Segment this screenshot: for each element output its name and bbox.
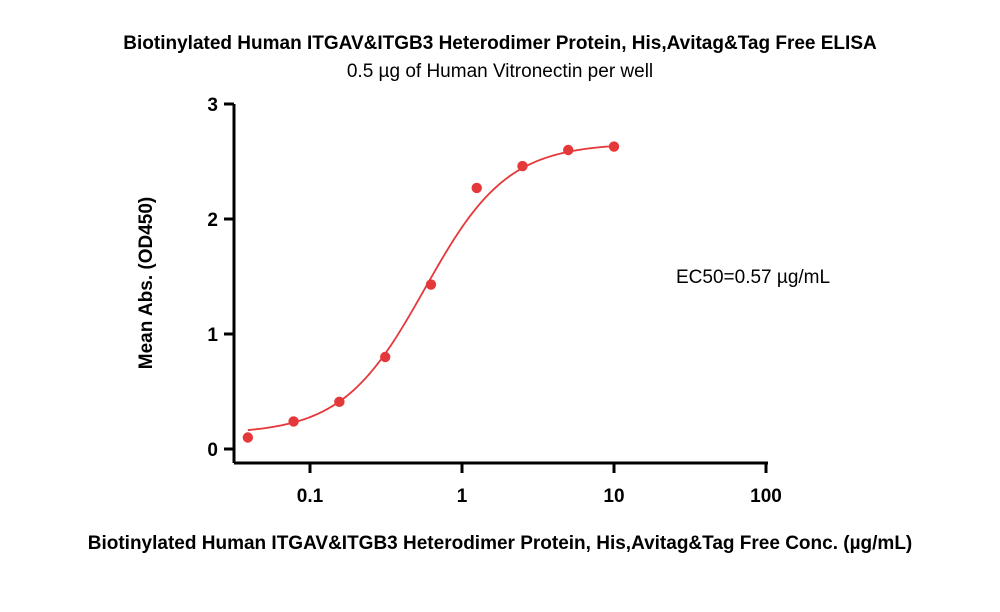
y-tick-label: 1 bbox=[207, 325, 218, 346]
x-tick-label: 0.1 bbox=[297, 486, 324, 507]
chart-title: Biotinylated Human ITGAV&ITGB3 Heterodim… bbox=[123, 33, 877, 54]
data-point bbox=[608, 141, 620, 152]
x-axis: 0.1 1 10 100 bbox=[234, 461, 782, 507]
ec50-annotation: EC50=0.57 µg/mL bbox=[676, 267, 830, 288]
data-point bbox=[471, 182, 482, 194]
data-point bbox=[517, 160, 528, 172]
y-tick-label: 0 bbox=[207, 440, 218, 461]
y-tick-label: 2 bbox=[207, 210, 218, 231]
y-tick-label: 3 bbox=[207, 95, 218, 116]
y-axis: 0 1 2 3 bbox=[207, 95, 236, 463]
fit-curve bbox=[247, 145, 615, 432]
data-points-layer bbox=[242, 141, 620, 443]
data-point bbox=[288, 416, 299, 427]
data-point bbox=[334, 396, 345, 408]
data-point bbox=[242, 432, 254, 443]
chart-subtitle: 0.5 µg of Human Vitronectin per well bbox=[347, 61, 653, 82]
fit-curve-layer bbox=[247, 145, 615, 432]
x-tick-label: 1 bbox=[457, 486, 468, 507]
data-point bbox=[380, 351, 391, 363]
data-point bbox=[425, 279, 437, 290]
y-axis-label: Mean Abs. (OD450) bbox=[136, 197, 157, 369]
data-point bbox=[563, 144, 574, 156]
x-axis-label: Biotinylated Human ITGAV&ITGB3 Heterodim… bbox=[88, 533, 913, 554]
x-tick-label: 100 bbox=[750, 486, 782, 507]
x-tick-label: 10 bbox=[603, 486, 624, 507]
